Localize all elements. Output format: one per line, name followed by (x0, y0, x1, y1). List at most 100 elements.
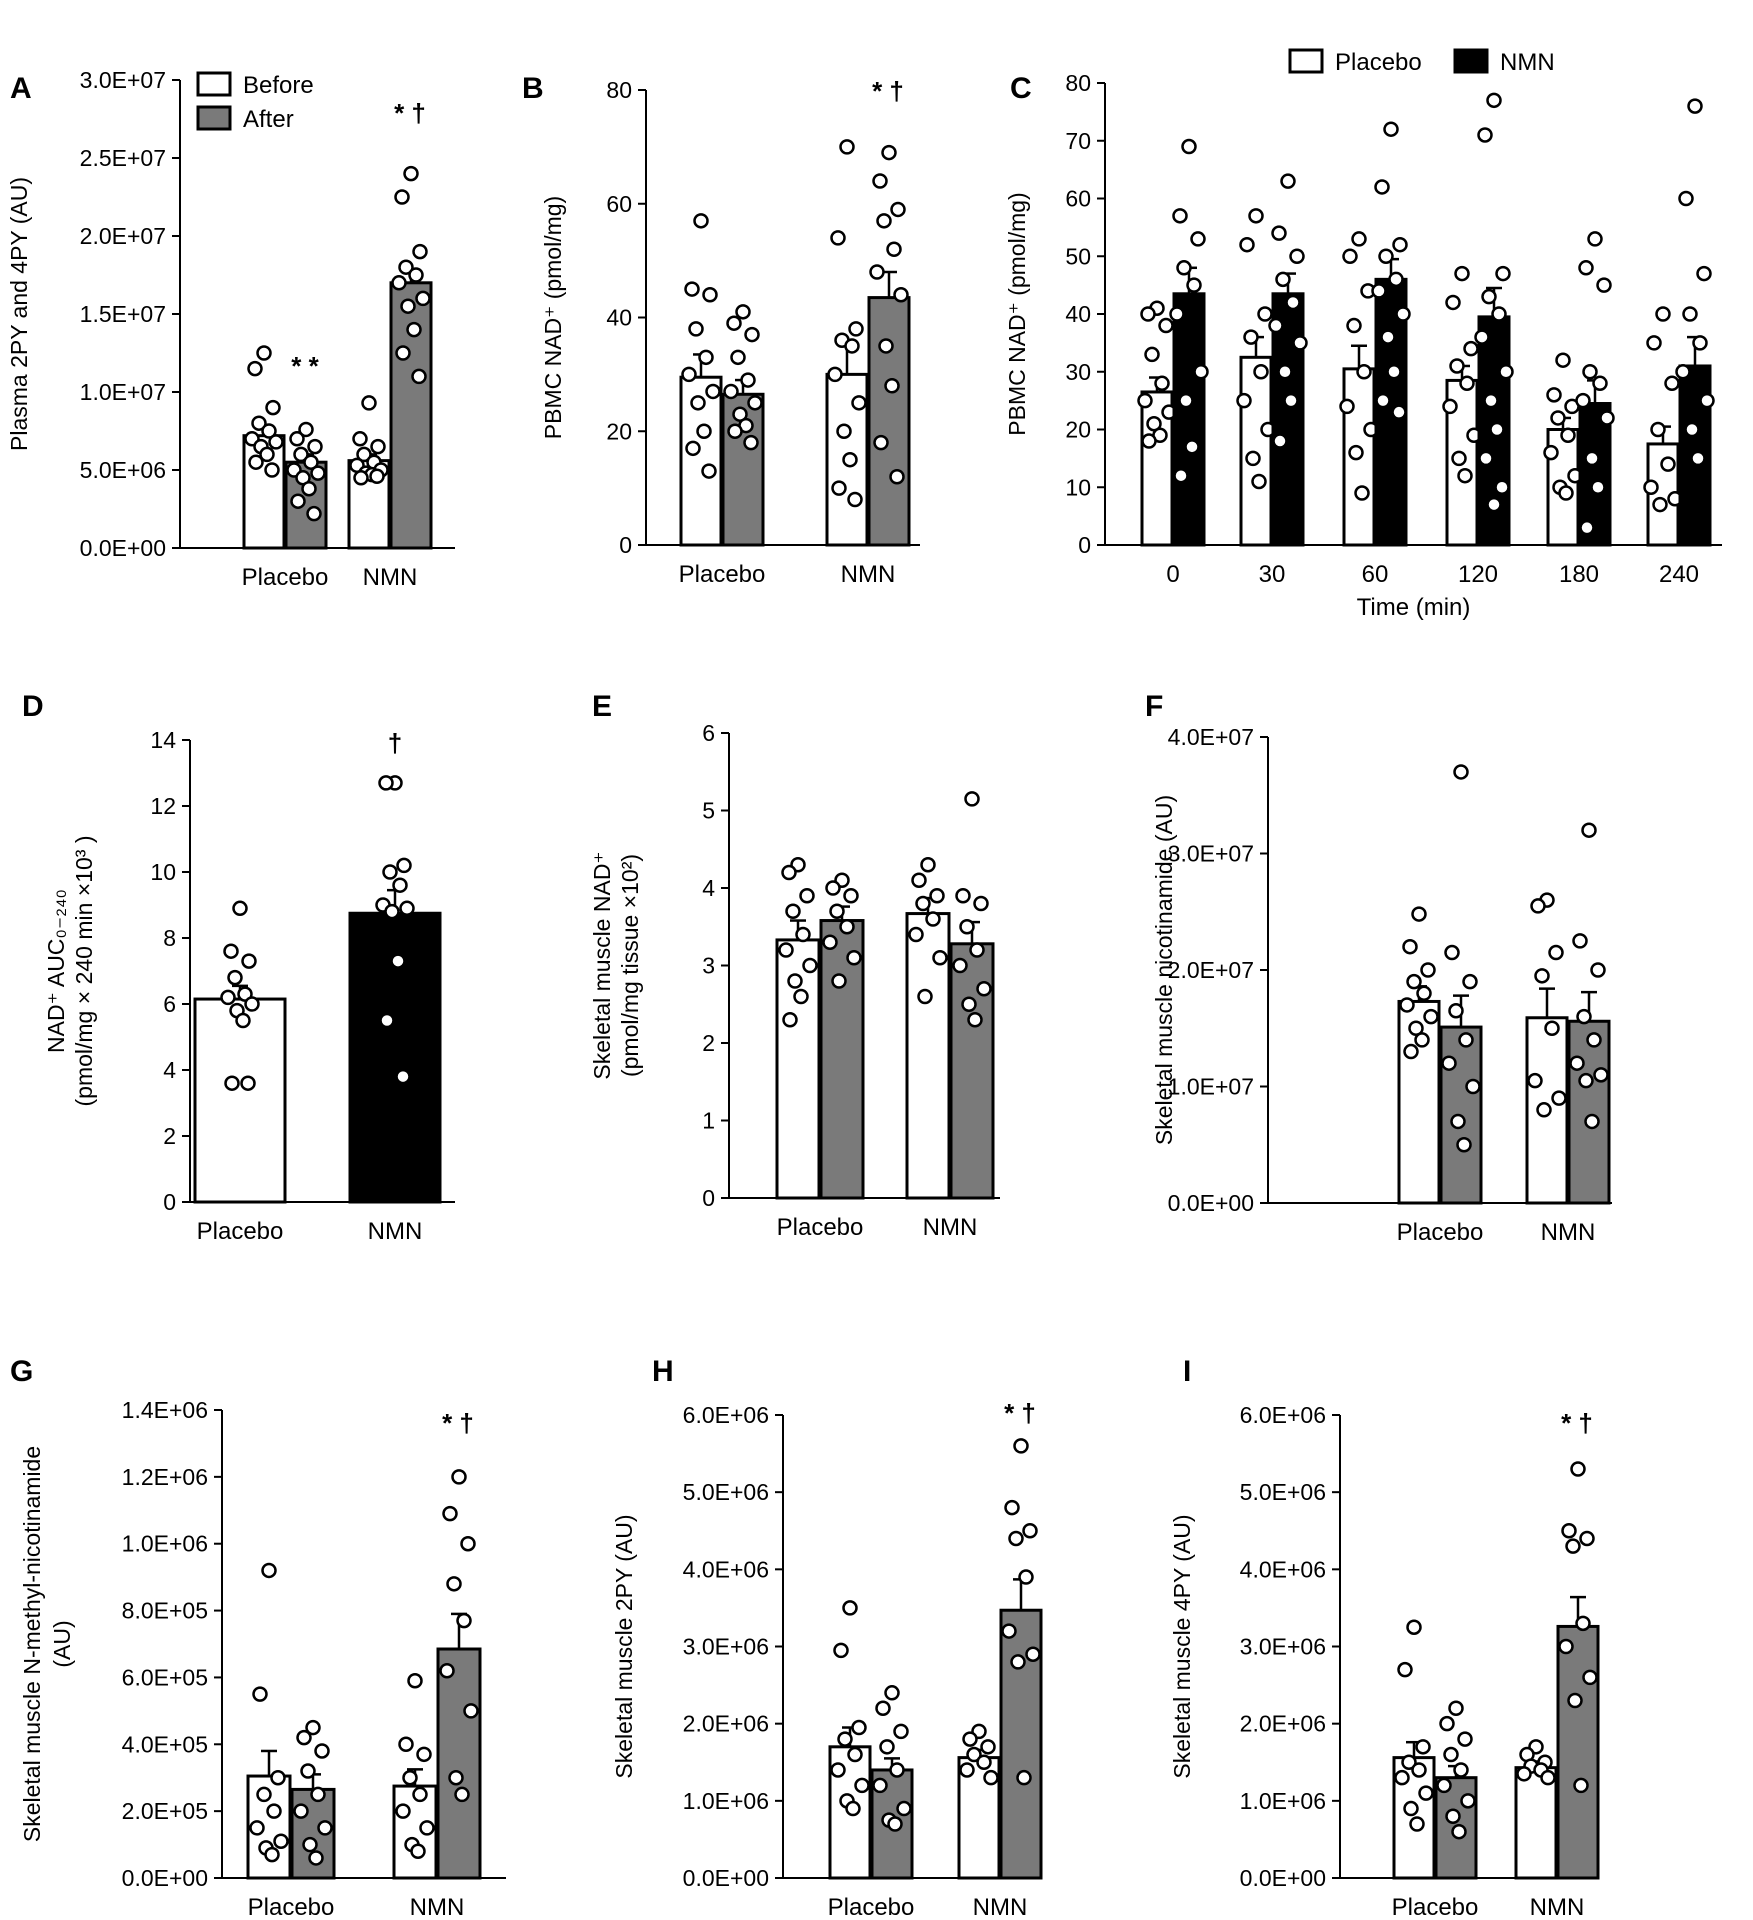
data-point (224, 1075, 240, 1091)
data-point (1356, 364, 1372, 380)
data-point (893, 1723, 909, 1740)
data-point (1190, 231, 1206, 247)
data-point (1454, 265, 1470, 282)
y-tick-label: 5 (702, 798, 715, 824)
y-axis-label: Skeletal muscle 2PY (AU) (611, 1514, 637, 1778)
data-point (836, 423, 852, 439)
data-point (1565, 1538, 1581, 1554)
y-tick-label: 1.0E+07 (1168, 1074, 1254, 1100)
data-point (839, 919, 855, 935)
y-axis-label: PBMC NAD⁺ (pmol/mg) (1004, 192, 1030, 435)
data-point (1010, 1654, 1026, 1670)
data-point (1486, 92, 1502, 109)
data-point (273, 1833, 289, 1849)
data-point (463, 1703, 479, 1719)
data-point (702, 287, 718, 303)
data-point (370, 438, 386, 455)
y-tick-label: 4 (702, 875, 715, 901)
data-point (889, 469, 905, 485)
y-tick-label: 0.0E+00 (683, 1865, 769, 1891)
data-point (781, 864, 797, 881)
data-point (1409, 1816, 1425, 1832)
data-point (911, 872, 927, 888)
data-point (446, 1576, 462, 1592)
data-point (394, 189, 410, 205)
y-tick-label: 6.0E+06 (683, 1402, 769, 1428)
y-tick-label: 14 (150, 727, 176, 753)
data-point (398, 1736, 414, 1753)
data-point (799, 888, 815, 904)
data-point (1013, 1438, 1029, 1454)
data-point (917, 988, 933, 1005)
y-tick-label: 1 (702, 1108, 715, 1134)
data-point (1018, 1569, 1034, 1585)
data-point (1551, 1090, 1567, 1106)
data-point (959, 919, 975, 935)
panel-c: C 0 10 20 30 40 50 60 70 80 PBMC NAD⁺ (pmol/mg) Tim… (1004, 48, 1722, 621)
y-tick-label: 60 (1065, 186, 1091, 212)
data-point (454, 1786, 470, 1803)
category-label: 30 (1259, 561, 1286, 588)
data-point (302, 1836, 318, 1853)
data-point (266, 1803, 282, 1819)
data-point (908, 926, 924, 943)
data-point (1399, 997, 1415, 1013)
data-point (1140, 306, 1156, 322)
y-tick-label: 2.0E+07 (80, 223, 166, 249)
data-point (778, 942, 794, 958)
data-point (308, 1850, 324, 1866)
data-point (1383, 121, 1399, 137)
bar (1172, 292, 1206, 547)
data-point (1257, 306, 1273, 322)
data-point (1682, 306, 1698, 322)
category-label: Placebo (679, 561, 766, 588)
bar (436, 1647, 482, 1880)
data-point (872, 173, 888, 189)
data-point (235, 1012, 251, 1029)
data-point (1690, 450, 1706, 467)
data-point (307, 438, 323, 455)
data-point (932, 950, 948, 966)
y-tick-label: 1.0E+06 (683, 1788, 769, 1814)
data-point (837, 1731, 853, 1747)
data-point (1375, 392, 1391, 409)
data-point (1397, 1661, 1413, 1678)
data-point (1643, 479, 1659, 495)
data-point (1395, 306, 1411, 322)
bar (867, 296, 911, 547)
y-tick-label: 40 (1065, 301, 1091, 327)
data-point (1570, 1461, 1586, 1477)
data-point (406, 321, 422, 338)
data-point (1253, 364, 1269, 380)
data-point (1378, 248, 1394, 264)
data-point (1578, 260, 1594, 276)
y-tick-label: 3.0E+07 (80, 67, 166, 93)
data-point (1590, 479, 1606, 495)
data-point (1596, 277, 1612, 293)
y-tick-label: 2.0E+06 (683, 1711, 769, 1737)
data-point (1394, 1769, 1410, 1786)
data-point (1448, 1003, 1464, 1019)
data-point (290, 493, 306, 509)
data-point (1416, 985, 1432, 1002)
data-point (1465, 1078, 1481, 1095)
data-point (802, 957, 818, 974)
data-point (392, 877, 408, 893)
y-tick-label: 3.0E+06 (683, 1634, 769, 1660)
y-tick-label: 20 (1065, 417, 1091, 443)
data-point (1445, 1808, 1461, 1825)
data-point (1418, 1785, 1434, 1801)
category-label: Placebo (1392, 1894, 1479, 1920)
data-point (1248, 208, 1264, 224)
data-point (293, 1803, 309, 1819)
data-point (1534, 968, 1550, 984)
data-point (369, 468, 385, 484)
data-point (1280, 173, 1296, 189)
category-label: NMN (841, 561, 896, 588)
data-point (1025, 1646, 1041, 1662)
data-point (390, 953, 406, 969)
data-point (1285, 294, 1301, 311)
legend-swatch-placebo (1288, 48, 1324, 74)
data-point (1684, 421, 1700, 438)
data-point (1576, 1008, 1592, 1025)
